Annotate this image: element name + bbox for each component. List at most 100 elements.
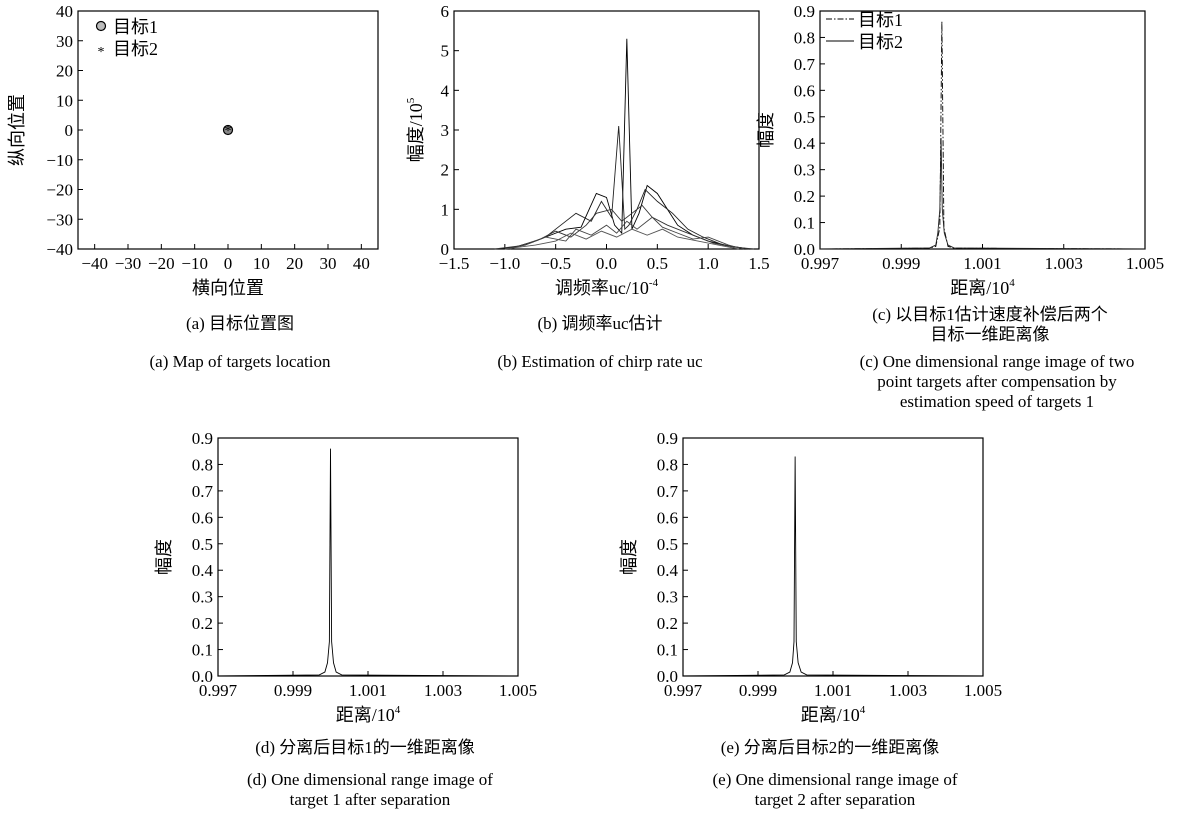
x-tick-label: −1.0	[489, 254, 520, 273]
x-tick-label: 1.001	[814, 681, 852, 700]
legend-label: 目标1	[858, 10, 903, 30]
scatter-point-target2: *	[225, 124, 232, 139]
y-tick-label: 1	[441, 200, 450, 219]
y-tick-label: 5	[441, 42, 450, 61]
y-tick-label: 0.6	[192, 508, 213, 527]
x-tick-label: 1.003	[1045, 254, 1083, 273]
y-tick-label: 4	[441, 81, 450, 100]
legend-label: 目标1	[113, 17, 158, 37]
y-tick-label: 0	[65, 121, 74, 140]
y-tick-label: 0.0	[192, 667, 213, 686]
y-axis-label: 幅度/105	[405, 97, 426, 162]
x-axis-label: 距离/104	[950, 277, 1015, 298]
caption-a-en: (a) Map of targets location	[149, 352, 331, 371]
x-tick-label: 1.003	[424, 681, 462, 700]
y-tick-label: 0.4	[192, 561, 214, 580]
x-axis-label-exponent: 4	[860, 704, 866, 716]
series-line-2	[819, 137, 1146, 250]
x-tick-label: 1.005	[499, 681, 537, 700]
caption-d-en: (d) One dimensional range image of targe…	[247, 770, 493, 809]
y-axis-label: 幅度	[619, 539, 639, 575]
series-line-5	[504, 228, 739, 250]
x-tick-label: 0.999	[274, 681, 312, 700]
series-line-1	[819, 21, 1146, 250]
x-tick-label: 0.999	[882, 254, 920, 273]
y-tick-label: 0.0	[657, 667, 678, 686]
y-tick-label: 0.5	[794, 108, 815, 127]
x-tick-label: 1.001	[349, 681, 387, 700]
x-tick-label: 1.005	[1126, 254, 1164, 273]
y-tick-label: −30	[46, 210, 73, 229]
chart-a: −40 −30 −20 −10 0 10 20 30 40 −40 −30 −20 −10 0 10 20 30…	[7, 2, 379, 298]
y-tick-label: 0	[441, 240, 450, 259]
x-tick-label: 40	[353, 254, 370, 273]
x-tick-label: 0.997	[801, 254, 840, 273]
x-axis-label: 距离/104	[801, 704, 866, 725]
y-tick-label: 0.1	[794, 214, 815, 233]
y-tick-label: 0.9	[794, 2, 815, 21]
x-tick-label: 10	[253, 254, 270, 273]
x-tick-label: 20	[286, 254, 303, 273]
chart-c: 0.997 0.999 1.001 1.003 1.005 0.0 0.1 0.2 0.3 0.4…	[756, 2, 1164, 298]
x-tick-label: −30	[115, 254, 142, 273]
y-axis-label: 幅度	[154, 539, 174, 575]
x-tick-label: 0.999	[739, 681, 777, 700]
x-axis-label: 距离/104	[336, 704, 401, 725]
y-tick-label: 0.2	[657, 614, 678, 633]
y-tick-label: 0.4	[657, 561, 679, 580]
caption-b-en: (b) Estimation of chirp rate uc	[497, 352, 703, 371]
caption-c-cn: (c) 以目标1估计速度补偿后两个 目标一维距离像	[872, 305, 1108, 344]
y-tick-label: 6	[441, 2, 450, 21]
y-tick-label: 0.7	[192, 482, 214, 501]
x-tick-label: 30	[320, 254, 337, 273]
legend-marker-star: *	[98, 45, 105, 60]
plot-frame	[217, 437, 519, 677]
caption-a-cn: (a) 目标位置图	[185, 314, 295, 333]
chart-e: 0.997 0.999 1.001 1.003 1.005 0.0 0.1 0.2 0.3 0.4…	[619, 429, 1002, 725]
x-tick-label: −40	[81, 254, 108, 273]
y-tick-label: 0.0	[794, 240, 815, 259]
x-tick-label: −20	[148, 254, 175, 273]
series-line-2	[504, 125, 749, 250]
y-tick-label: 0.8	[794, 28, 815, 47]
caption-c-en: (c) One dimensional range image of two p…	[859, 352, 1135, 411]
y-tick-label: 0.5	[657, 535, 678, 554]
plot-frame	[453, 10, 760, 250]
y-tick-label: −10	[46, 151, 73, 170]
y-tick-label: 0.8	[192, 455, 213, 474]
caption-e-cn: (e) 分离后目标2的一维距离像	[720, 738, 940, 757]
chart-d: 0.997 0.999 1.001 1.003 1.005 0.0 0.1 0.2 0.3 0.4…	[154, 429, 537, 725]
x-tick-label: 1.001	[963, 254, 1001, 273]
caption-e-en: (e) One dimensional range image of targe…	[712, 770, 958, 809]
legend-label: 目标2	[858, 32, 903, 52]
y-tick-label: 20	[56, 62, 73, 81]
x-tick-label: 1.0	[698, 254, 719, 273]
y-tick-label: 0.5	[192, 535, 213, 554]
y-tick-label: 0.4	[794, 134, 816, 153]
x-tick-label: 1.003	[889, 681, 927, 700]
y-tick-label: 0.2	[794, 187, 815, 206]
y-axis-label: 纵向位置	[7, 94, 27, 166]
y-tick-label: 0.1	[657, 641, 678, 660]
caption-b-cn: (b) 调频率uc估计	[537, 314, 663, 333]
x-tick-label: 0.0	[596, 254, 617, 273]
y-tick-label: 40	[56, 2, 73, 21]
x-axis-label-exponent: 4	[395, 704, 401, 716]
y-axis-label: 幅度	[756, 112, 776, 148]
y-tick-label: 10	[56, 91, 73, 110]
y-tick-label: 2	[441, 161, 450, 180]
x-tick-label: 0	[224, 254, 233, 273]
y-tick-label: 0.1	[192, 641, 213, 660]
y-tick-label: 0.7	[794, 55, 816, 74]
x-axis-label: 横向位置	[192, 278, 264, 298]
y-tick-label: 3	[441, 121, 450, 140]
y-tick-label: −40	[46, 240, 73, 259]
x-tick-label: −0.5	[540, 254, 571, 273]
y-tick-label: 0.2	[192, 614, 213, 633]
y-tick-label: 0.3	[794, 161, 815, 180]
x-tick-label: −10	[181, 254, 208, 273]
legend-marker-circle	[95, 20, 107, 32]
y-tick-label: 0.3	[192, 588, 213, 607]
